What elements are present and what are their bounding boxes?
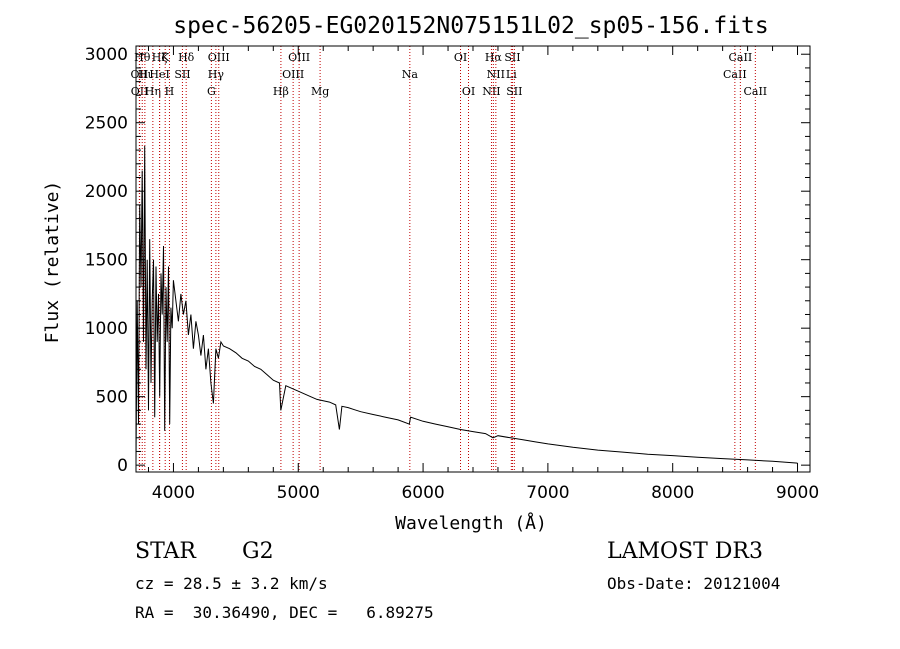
line-marker-label: SII bbox=[174, 68, 190, 81]
line-marker-label: NII bbox=[482, 85, 500, 98]
x-tick-label: 6000 bbox=[401, 483, 444, 503]
x-tick-label: 4000 bbox=[152, 483, 195, 503]
y-tick-label: 0 bbox=[117, 456, 128, 476]
line-marker-label: OII bbox=[131, 85, 149, 98]
x-tick-label: 8000 bbox=[651, 483, 694, 503]
line-marker-label: OIII bbox=[282, 68, 304, 81]
line-marker-label: Hθ bbox=[134, 51, 151, 64]
line-marker-label: CaII bbox=[743, 85, 767, 98]
line-marker-label: Mg bbox=[311, 85, 329, 98]
line-marker-label: SII bbox=[506, 85, 522, 98]
line-marker-label: OIII bbox=[288, 51, 310, 64]
line-marker-label: SII bbox=[504, 51, 520, 64]
line-marker-label: Hη bbox=[145, 85, 161, 98]
spectrum-line bbox=[135, 145, 798, 464]
redshift-velocity: cz = 28.5 ± 3.2 km/s bbox=[135, 574, 328, 593]
coordinates: RA = 30.36490, DEC = 6.89275 bbox=[135, 603, 434, 622]
chart-title: spec-56205-EG020152N075151L02_sp05-156.f… bbox=[173, 13, 768, 39]
y-tick-label: 1500 bbox=[85, 251, 128, 271]
line-marker-label: Li bbox=[506, 68, 517, 81]
survey-name: LAMOST DR3 bbox=[607, 539, 763, 564]
object-subclass: G2 bbox=[242, 539, 274, 564]
line-marker-label: NII bbox=[487, 68, 505, 81]
y-tick-label: 1000 bbox=[85, 319, 128, 339]
y-tick-label: 500 bbox=[96, 388, 128, 408]
line-marker-label: OII bbox=[131, 68, 149, 81]
line-marker-label: Hδ bbox=[178, 51, 195, 64]
line-marker-label: OI bbox=[462, 85, 475, 98]
plot-frame bbox=[135, 45, 811, 473]
y-tick-label: 2000 bbox=[85, 182, 128, 202]
line-marker-label: CaII bbox=[729, 51, 753, 64]
y-tick-label: 2500 bbox=[85, 114, 128, 134]
line-marker-label: Hγ bbox=[208, 68, 225, 81]
object-type: STAR bbox=[135, 539, 196, 564]
line-marker-label: HeI bbox=[149, 68, 169, 81]
line-marker-label: K bbox=[161, 51, 170, 64]
line-marker-label: OIII bbox=[208, 51, 230, 64]
line-marker-label: Hα bbox=[485, 51, 503, 64]
x-tick-label: 7000 bbox=[526, 483, 569, 503]
line-marker-label: Hβ bbox=[273, 85, 289, 98]
line-marker-label: Na bbox=[402, 68, 419, 81]
line-marker-label: Hι bbox=[138, 68, 152, 81]
line-marker-label: OI bbox=[454, 51, 467, 64]
line-marker-label: Hζ bbox=[152, 51, 168, 64]
line-marker-label: CaII bbox=[723, 68, 747, 81]
x-tick-label: 5000 bbox=[277, 483, 320, 503]
y-axis-label: Flux (relative) bbox=[42, 181, 63, 344]
observation-date: Obs-Date: 20121004 bbox=[607, 574, 781, 593]
y-tick-label: 3000 bbox=[85, 45, 128, 65]
axes: 4000 5000 6000 7000 8000 9000 0 500 1000 1500 2000… bbox=[85, 45, 819, 503]
x-axis-label: Wavelength (Å) bbox=[395, 512, 547, 534]
line-markers: OII OII Hθ Hι Hη Hζ HeI K H SII Hδ G Hγ OIII Hβ OIII OII… bbox=[131, 46, 767, 472]
line-marker-label: H bbox=[165, 85, 175, 98]
x-tick-label: 9000 bbox=[776, 483, 819, 503]
line-marker-label: G bbox=[207, 85, 216, 98]
